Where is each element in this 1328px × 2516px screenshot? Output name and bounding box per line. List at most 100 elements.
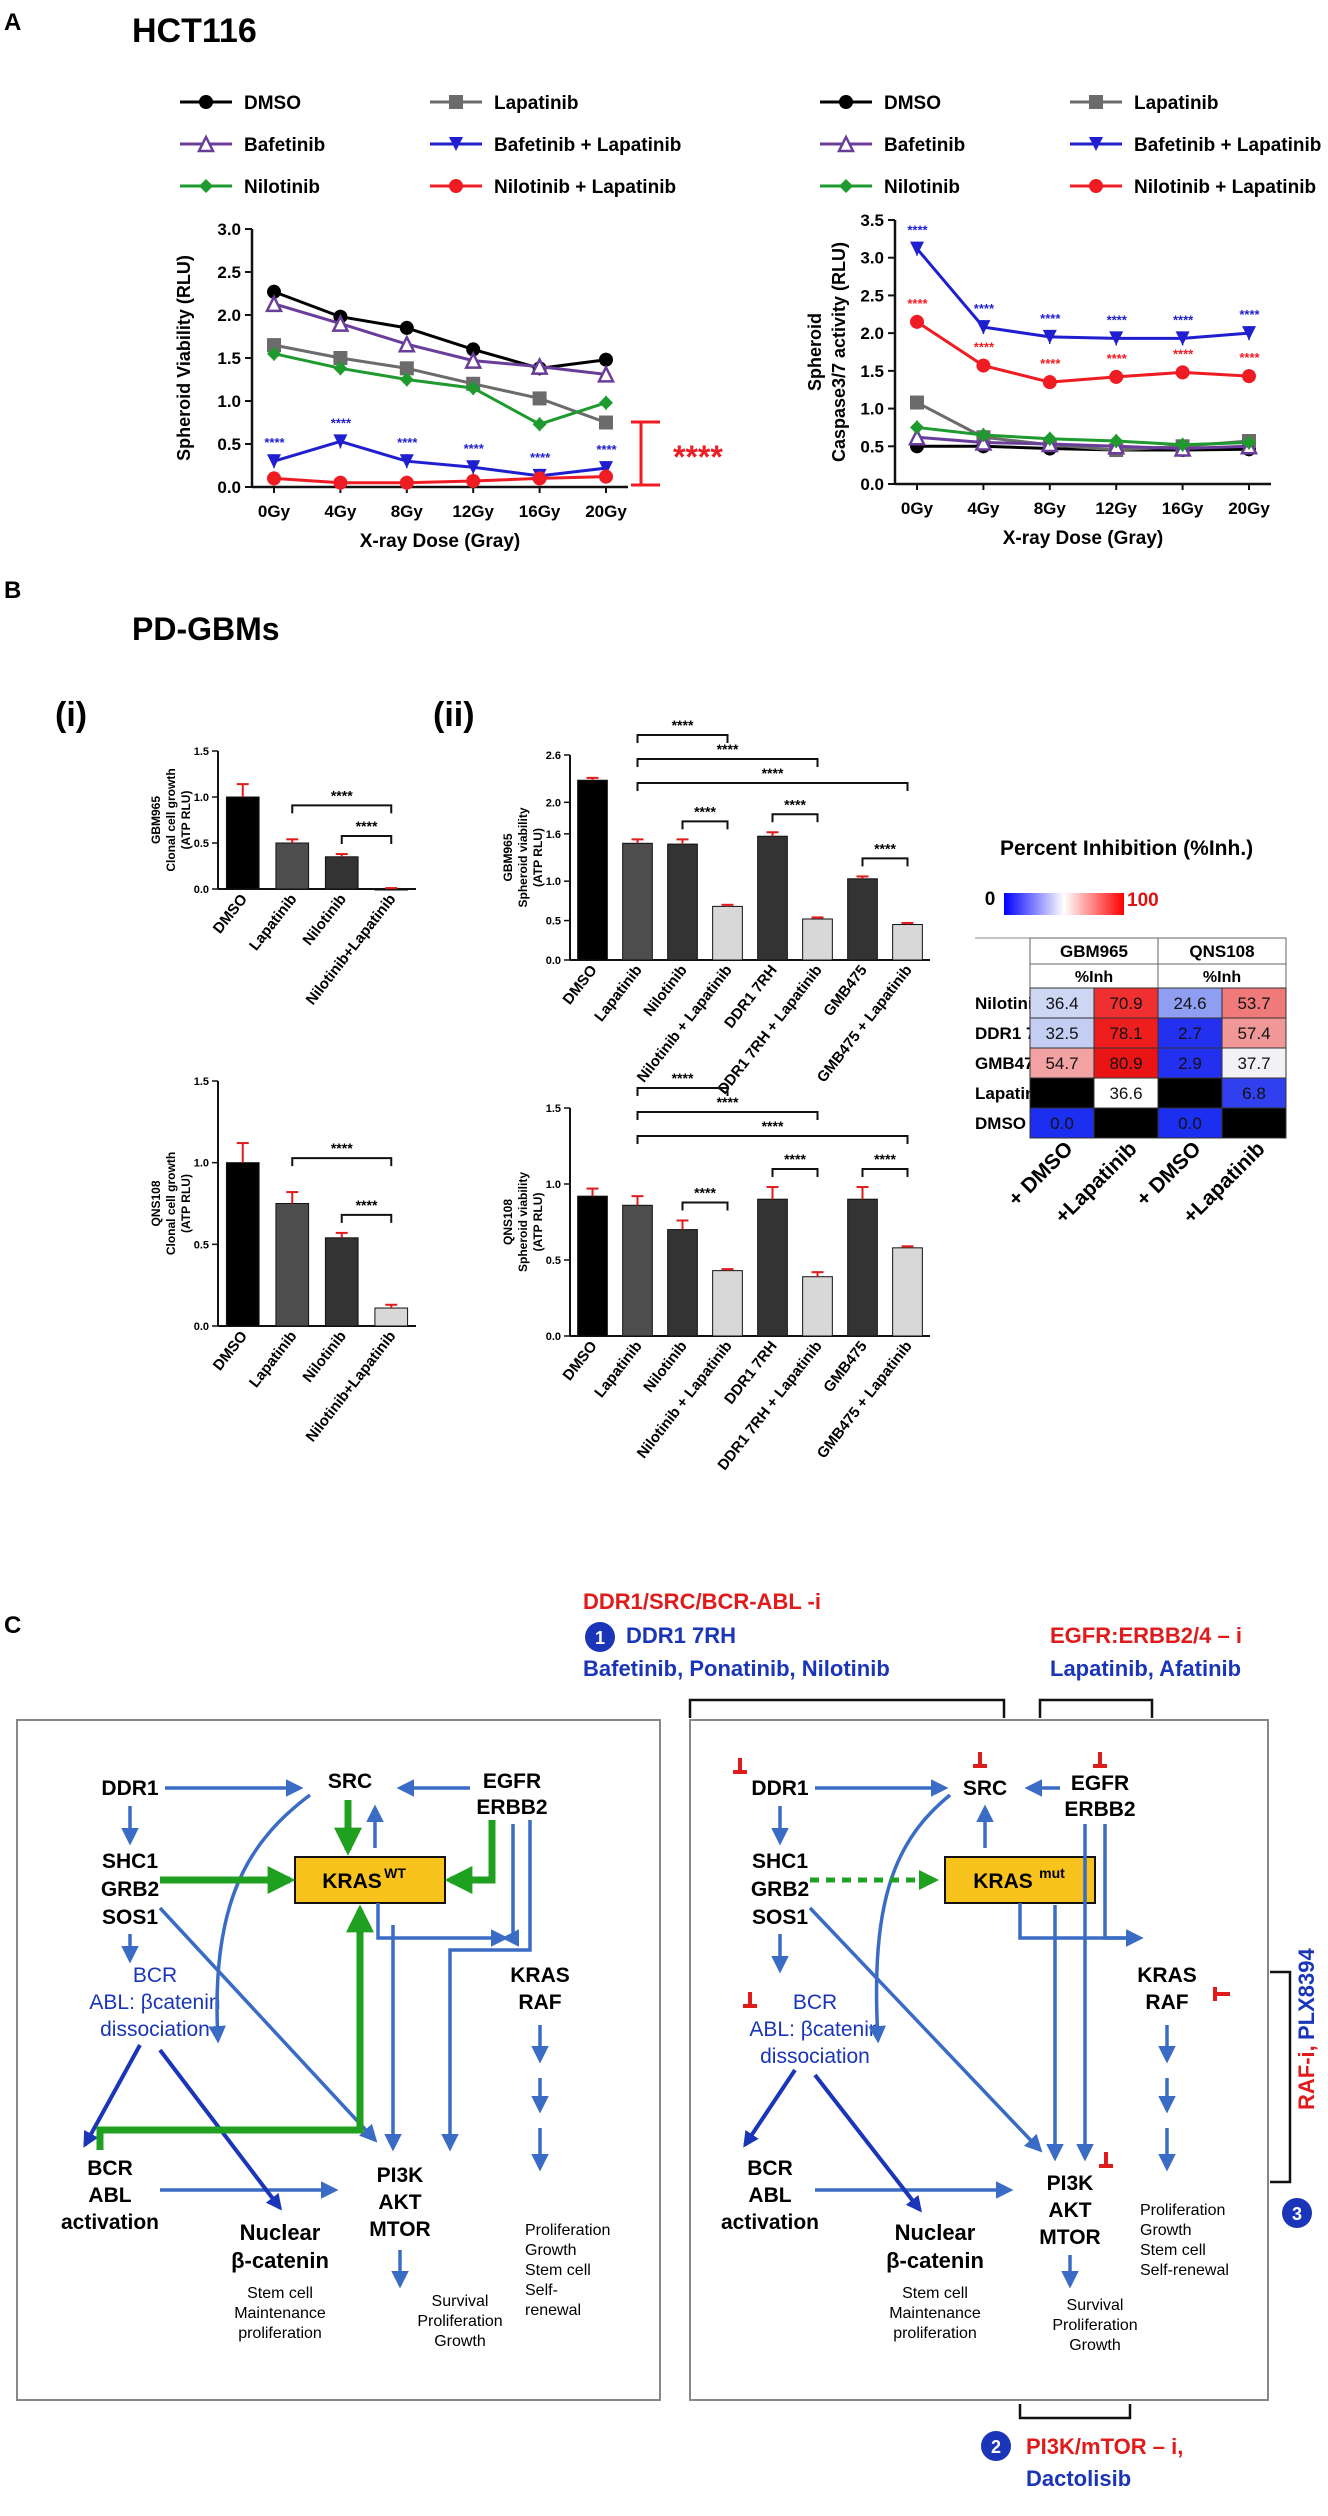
data-point-dmso bbox=[599, 352, 613, 367]
legend-caspase: DMSO Lapatinib Bafetinib Bafetinib + Lapati… bbox=[820, 93, 1321, 198]
data-point-bafetinib bbox=[596, 364, 616, 383]
data-point-bafetinib bbox=[464, 350, 483, 369]
kras-mut-box bbox=[944, 1856, 1096, 1904]
node-prolif-2: Growth bbox=[525, 2242, 577, 2259]
legend-label-nilotinib_lapatinib: Nilotinib + Lapatinib bbox=[494, 177, 676, 198]
node-akt-mut: AKT bbox=[1048, 2199, 1091, 2222]
y-tick-label: 2.0 bbox=[217, 306, 241, 325]
data-point-nilotinib bbox=[976, 427, 991, 442]
series-line-nilotinib bbox=[273, 352, 607, 426]
heatmap-row-label: GMB475 bbox=[975, 1054, 1043, 1073]
data-point-lapatinib bbox=[532, 391, 547, 406]
heatmap-cell-value: 37.7 bbox=[1237, 1054, 1270, 1073]
legend-marker-lapatinib bbox=[1089, 95, 1103, 109]
node-nuclear-mut: Nuclear bbox=[895, 2220, 976, 2245]
y-tick-label: 0.5 bbox=[194, 1239, 209, 1251]
series-line-nilotinib bbox=[916, 425, 1250, 447]
series-line-lapatinib bbox=[273, 343, 607, 424]
data-point-nilotinib bbox=[466, 381, 481, 396]
significance-bracket bbox=[636, 1087, 729, 1096]
x-tick-label: Lapatinib bbox=[246, 1328, 300, 1391]
y-tick-label: 1.0 bbox=[217, 392, 241, 411]
node-src-mut: SRC bbox=[963, 1777, 1007, 1800]
data-point-nilotinib bbox=[910, 420, 924, 435]
node-bcatenin-mut: β-catenin bbox=[886, 2248, 984, 2273]
panel-b-sub-i: (i) bbox=[55, 696, 87, 734]
heatmap-cell bbox=[1093, 987, 1159, 1019]
node-mtor-mut: MTOR bbox=[1039, 2226, 1100, 2249]
x-tick-label: Lapatinib bbox=[591, 962, 645, 1025]
badge-1-label: 1 bbox=[595, 1628, 605, 1648]
caspase-line-chart: 0.0 0.5 1.0 1.5 2.0 2.5 3.0 3.5 0Gy 4Gy 8Gy 12Gy 16G… bbox=[805, 211, 1271, 549]
data-point-nilotinib_lapatinib bbox=[399, 475, 414, 490]
node-surv-1: Survival bbox=[432, 2293, 489, 2310]
legend-marker-bafetinib_lapatinib bbox=[449, 137, 463, 151]
y-tick-label: 0.0 bbox=[546, 955, 561, 967]
data-point-lapatinib bbox=[333, 351, 348, 365]
y-tick-label: 3.0 bbox=[860, 249, 884, 268]
bar bbox=[757, 835, 788, 961]
node-surv-3-mut: Growth bbox=[1069, 2337, 1121, 2354]
x-tick-label: Nilotinib+Lapatinib bbox=[303, 1328, 400, 1445]
y-tick-label: 2.5 bbox=[217, 263, 241, 282]
raf-inhibitor-drug: PLX8394 bbox=[1294, 1948, 1319, 2040]
bar bbox=[667, 1229, 698, 1337]
y-tick-label: 2.5 bbox=[860, 286, 884, 305]
x-tick-label: Nilotinib + Lapatinib bbox=[634, 1338, 736, 1462]
data-point-bafetinib_lapatinib bbox=[976, 320, 991, 335]
node-prolif-3: Stem cell bbox=[525, 2262, 591, 2279]
node-stem-1-mut: Stem cell bbox=[902, 2285, 968, 2302]
heatmap-cell-value: 70.9 bbox=[1109, 994, 1142, 1013]
y-tick-label: 0.5 bbox=[217, 435, 241, 454]
y-axis-label: Spheroid bbox=[805, 313, 825, 391]
significance-bracket bbox=[636, 782, 909, 791]
x-tick-label: Nilotinib+Lapatinib bbox=[303, 891, 400, 1008]
data-point-dmso bbox=[399, 320, 414, 335]
bar bbox=[757, 1198, 788, 1337]
inhibitor-annotations: DDR1/SRC/BCR-ABL -i 1 DDR1 7RH Bafetinib… bbox=[583, 1589, 1319, 2491]
node-grb2: GRB2 bbox=[101, 1878, 159, 1901]
series-line-nilotinib_lapatinib bbox=[916, 320, 1250, 384]
y-tick-label: 3.0 bbox=[217, 220, 241, 239]
bar bbox=[712, 905, 743, 961]
node-shc1-mut: SHC1 bbox=[752, 1850, 808, 1873]
heatmap-group-cell bbox=[1157, 937, 1287, 965]
heatmap-grid: GBM965 %Inh QNS108 %Inh Nilotinib 36.4 70.9 24.… bbox=[975, 937, 1287, 1228]
badge-2 bbox=[981, 2431, 1011, 2461]
node-prolif-4: Self- bbox=[525, 2282, 558, 2299]
y-tick-label: 1.5 bbox=[194, 746, 209, 758]
heatmap-cell-value: 53.7 bbox=[1237, 994, 1270, 1013]
x-tick-label: 20Gy bbox=[1228, 499, 1270, 518]
heatmap-group-label: GBM965 bbox=[1060, 942, 1128, 961]
legend-label-dmso: DMSO bbox=[244, 93, 301, 114]
heatmap-cell bbox=[1029, 1077, 1095, 1109]
data-point-nilotinib_lapatinib bbox=[1242, 369, 1256, 384]
node-prolif-5: renewal bbox=[525, 2302, 581, 2319]
y-tick-label: 2.6 bbox=[546, 750, 561, 762]
significance-bracket bbox=[771, 813, 819, 823]
y-axis-label: Clonal cell growth bbox=[164, 768, 178, 871]
x-tick-label: GMB475 + Lapatinib bbox=[814, 962, 916, 1086]
significance-stars: **** bbox=[784, 796, 806, 812]
heatmap-cell-value: 0.0 bbox=[1050, 1114, 1074, 1133]
significance-stars: **** bbox=[330, 415, 351, 430]
heatmap-scale-max: 100 bbox=[1127, 890, 1159, 911]
significance-stars: **** bbox=[1239, 307, 1260, 322]
bar bbox=[374, 1307, 409, 1327]
series-line-dmso bbox=[273, 290, 607, 370]
y-tick-label: 1.5 bbox=[217, 349, 241, 368]
significance-bracket bbox=[340, 1213, 393, 1223]
significance-stars: **** bbox=[973, 301, 994, 316]
legend-label-bafetinib: Bafetinib bbox=[884, 135, 965, 156]
heatmap-cell bbox=[1157, 987, 1223, 1019]
data-point-nilotinib bbox=[267, 346, 281, 361]
significance-stars: **** bbox=[717, 1094, 739, 1110]
kras-wt-label: KRAS bbox=[322, 1870, 382, 1893]
heatmap-cell bbox=[1221, 1077, 1287, 1109]
significance-bracket bbox=[681, 1201, 729, 1211]
heatmap-subheader-cell bbox=[1029, 963, 1159, 989]
x-tick-label: Nilotinib + Lapatinib bbox=[634, 962, 736, 1086]
y-axis-label: (ATP RLU) bbox=[179, 1174, 193, 1233]
panel-letter-c: C bbox=[4, 1612, 21, 1639]
node-stem-2-mut: Maintenance bbox=[889, 2305, 981, 2322]
